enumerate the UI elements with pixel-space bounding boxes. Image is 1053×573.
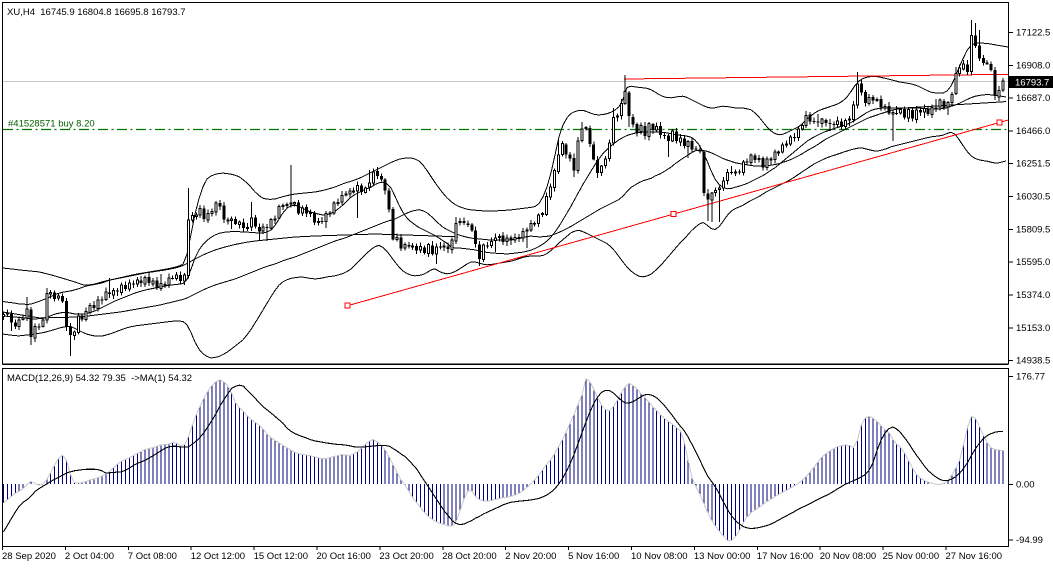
svg-text:7 Oct 08:00: 7 Oct 08:00 — [128, 551, 177, 562]
svg-text:16030.5: 16030.5 — [1016, 192, 1050, 203]
svg-text:27 Nov 16:00: 27 Nov 16:00 — [946, 551, 1003, 562]
svg-text:13 Nov 00:00: 13 Nov 00:00 — [694, 551, 751, 562]
svg-text:176.77: 176.77 — [1016, 372, 1045, 383]
svg-text:28 Sep 2020: 28 Sep 2020 — [2, 551, 56, 562]
svg-text:2 Nov 20:00: 2 Nov 20:00 — [505, 551, 556, 562]
svg-text:12 Oct 12:00: 12 Oct 12:00 — [191, 551, 245, 562]
svg-text:17 Nov 16:00: 17 Nov 16:00 — [757, 551, 814, 562]
svg-text:XU,H4 16745.9 16804.8 16695.8: XU,H4 16745.9 16804.8 16695.8 16793.7 — [7, 7, 186, 18]
svg-text:20 Oct 16:00: 20 Oct 16:00 — [317, 551, 371, 562]
svg-text:20 Nov 08:00: 20 Nov 08:00 — [820, 551, 877, 562]
svg-text:14938.5: 14938.5 — [1016, 356, 1050, 367]
svg-text:16466.0: 16466.0 — [1016, 126, 1050, 137]
svg-text:15 Oct 12:00: 15 Oct 12:00 — [254, 551, 308, 562]
svg-text:16793.7: 16793.7 — [1015, 78, 1049, 89]
svg-text:23 Oct 20:00: 23 Oct 20:00 — [379, 551, 433, 562]
svg-text:16687.0: 16687.0 — [1016, 93, 1050, 104]
svg-text:15374.0: 15374.0 — [1016, 290, 1050, 301]
svg-text:16908.0: 16908.0 — [1016, 60, 1050, 71]
svg-text:-94.99: -94.99 — [1016, 535, 1043, 546]
svg-text:16251.5: 16251.5 — [1016, 159, 1050, 170]
svg-text:5 Nov 16:00: 5 Nov 16:00 — [568, 551, 619, 562]
svg-text:2 Oct 04:00: 2 Oct 04:00 — [65, 551, 114, 562]
svg-text:15809.5: 15809.5 — [1016, 224, 1050, 235]
svg-text:MACD(12,26,9) 54.32 79.35 ->M: MACD(12,26,9) 54.32 79.35 ->MA(1) 54.32 — [7, 373, 192, 384]
svg-text:25 Nov 00:00: 25 Nov 00:00 — [883, 551, 940, 562]
svg-text:#41528571 buy 8.20: #41528571 buy 8.20 — [8, 119, 95, 130]
svg-text:15153.0: 15153.0 — [1016, 323, 1050, 334]
svg-text:28 Oct 20:00: 28 Oct 20:00 — [442, 551, 496, 562]
svg-text:17122.5: 17122.5 — [1016, 28, 1050, 39]
svg-text:10 Nov 08:00: 10 Nov 08:00 — [631, 551, 688, 562]
svg-text:0.00: 0.00 — [1016, 479, 1035, 490]
svg-text:15595.0: 15595.0 — [1016, 257, 1050, 268]
